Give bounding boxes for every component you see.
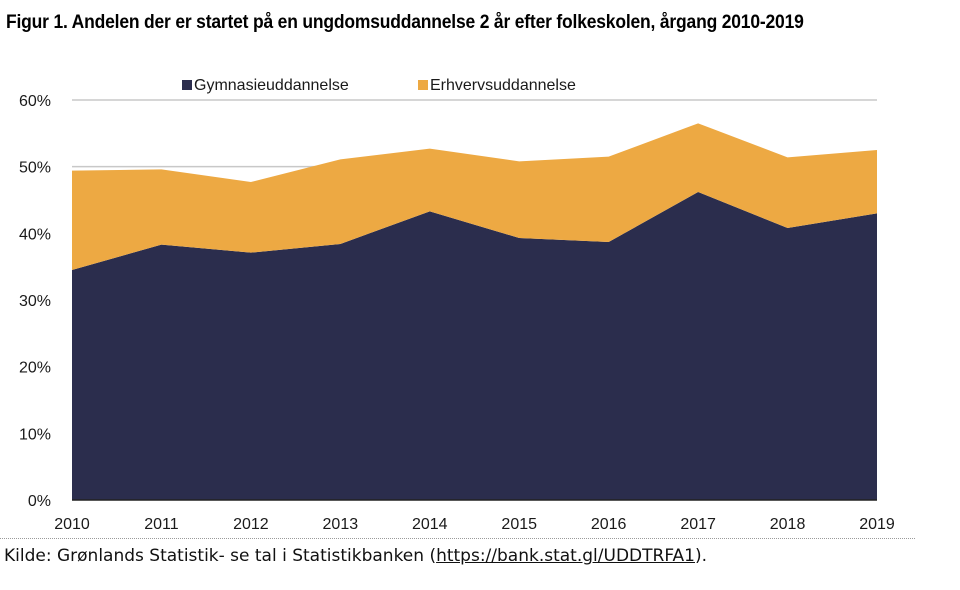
x-tick-label: 2011 [144,516,179,533]
area-series-1 [72,192,877,500]
x-tick-label: 2017 [680,516,716,533]
legend-label-1: Gymnasieuddannelse [194,77,349,94]
legend: Gymnasieuddannelse Erhvervsuddannelse [182,77,576,94]
y-tick-label: 30% [19,293,51,310]
x-tick-label: 2012 [233,516,269,533]
y-tick-label: 60% [19,93,51,110]
source-note: Kilde: Grønlands Statistik- se tal i Sta… [4,546,707,566]
source-divider [0,538,915,539]
x-tick-label: 2016 [591,516,627,533]
x-tick-label: 2015 [501,516,537,533]
y-tick-label: 0% [28,493,51,510]
y-tick-label: 40% [19,226,51,243]
y-tick-label: 20% [19,360,51,377]
source-prefix: Kilde: Grønlands Statistik- se tal i Sta… [4,546,437,566]
figure-title: Figur 1. Andelen der er startet på en un… [6,12,804,33]
legend-swatch-1 [182,80,192,90]
legend-swatch-2 [418,80,428,90]
axis-layer: 0% 10% 20% 30% 40% 50% 60% 2010 2011 2012 2013 2014… [19,93,895,533]
area-layer [72,123,877,500]
y-tick-label: 10% [19,426,51,443]
legend-label-2: Erhvervsuddannelse [430,77,576,94]
x-tick-label: 2013 [323,516,359,533]
stacked-area-chart: 0% 10% 20% 30% 40% 50% 60% 2010 2011 2012 2013 2014… [19,77,895,533]
x-tick-label: 2010 [54,516,90,533]
source-suffix: ). [694,546,708,566]
y-tick-label: 50% [19,160,51,177]
area-series-2 [72,123,877,270]
x-tick-label: 2014 [412,516,448,533]
x-tick-label: 2019 [859,516,895,533]
x-tick-label: 2018 [770,516,806,533]
source-link[interactable]: https://bank.stat.gl/UDDTRFA1 [436,546,695,566]
